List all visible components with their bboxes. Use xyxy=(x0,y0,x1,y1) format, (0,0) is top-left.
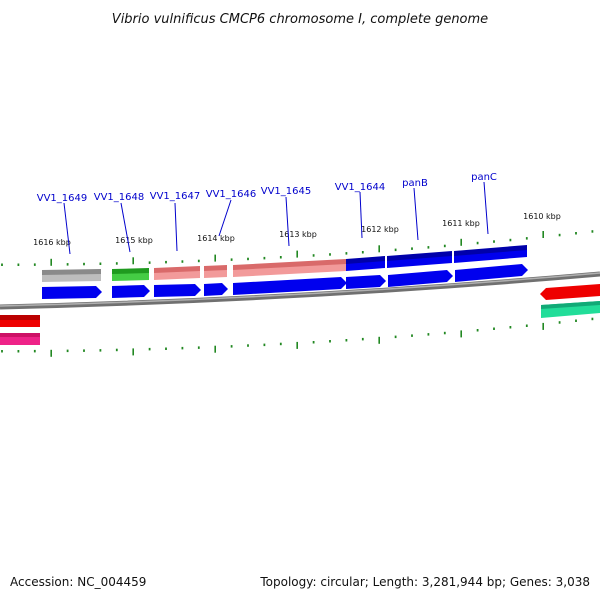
feature-vv1-1649-bottom[interactable] xyxy=(42,274,101,282)
gene-label-vv1-1644[interactable]: VV1_1644 xyxy=(335,182,386,193)
coordinate-labels: 1616 kbp 1615 kbp 1614 kbp 1613 kbp 1612… xyxy=(33,212,561,247)
tick-label-1611: 1611 kbp xyxy=(442,219,480,228)
gene-label-vv1-1645[interactable]: VV1_1645 xyxy=(261,186,312,197)
leader-vv1-1644 xyxy=(359,191,363,239)
gene-labels: VV1_1649 VV1_1648 VV1_1647 VV1_1646 VV1_… xyxy=(37,172,497,204)
inner-tick-ruler xyxy=(1,317,594,357)
chromosome-backbone xyxy=(0,271,600,310)
leader-vv1-1647 xyxy=(174,202,178,252)
tick-label-1612: 1612 kbp xyxy=(361,225,399,234)
feature-vv1-1644-bottom[interactable] xyxy=(346,261,385,271)
tick-label-1613: 1613 kbp xyxy=(279,230,317,239)
gene-label-vv1-1648[interactable]: VV1_1648 xyxy=(94,192,145,203)
cds-arrow-vv1-1645[interactable] xyxy=(233,277,347,295)
cds-arrow-panc[interactable] xyxy=(455,264,528,282)
feature-vv1-1645-bottom[interactable] xyxy=(233,264,346,277)
reverse-feature-red-right[interactable] xyxy=(540,284,600,300)
chromosome-backbone-highlight xyxy=(0,272,600,307)
cds-arrow-vv1-1648[interactable] xyxy=(112,285,150,298)
feature-panb-top[interactable] xyxy=(387,251,452,262)
feature-vv1-1645-top[interactable] xyxy=(233,259,346,271)
feature-panb-bottom[interactable] xyxy=(387,256,452,268)
tick-label-1615: 1615 kbp xyxy=(115,236,153,245)
gene-label-panc[interactable]: panC xyxy=(471,172,497,183)
leader-vv1-1648 xyxy=(120,202,131,253)
feature-vv1-1648-bottom[interactable] xyxy=(112,273,149,281)
topology-text: Topology: circular; Length: 3,281,944 bp… xyxy=(259,575,590,589)
gene-label-vv1-1649[interactable]: VV1_1649 xyxy=(37,193,88,204)
gene-label-vv1-1647[interactable]: VV1_1647 xyxy=(150,191,201,202)
gene-label-vv1-1646[interactable]: VV1_1646 xyxy=(206,189,257,200)
tick-label-1614: 1614 kbp xyxy=(197,234,235,243)
feature-vv1-1646-bottom[interactable] xyxy=(204,270,227,278)
tick-label-1610: 1610 kbp xyxy=(523,212,561,221)
map-title: Vibrio vulnificus CMCP6 chromosome I, co… xyxy=(112,12,488,27)
outer-tick-ruler xyxy=(1,230,594,266)
cds-arrow-vv1-1649[interactable] xyxy=(42,286,102,299)
cds-track-forward xyxy=(42,264,528,299)
cds-arrow-vv1-1647[interactable] xyxy=(154,284,201,297)
cds-arrow-vv1-1644[interactable] xyxy=(346,275,386,289)
feature-vv1-1647-bottom[interactable] xyxy=(154,271,200,280)
reverse-feature-green-right-shade xyxy=(541,301,600,309)
leader-vv1-1646 xyxy=(218,199,232,237)
leader-vv1-1649 xyxy=(63,202,71,255)
reverse-strand-track xyxy=(0,284,600,345)
feature-track xyxy=(42,245,527,282)
reverse-feature-red-left-shade xyxy=(0,315,40,320)
reverse-feature-magenta-left-shade xyxy=(0,333,40,337)
gene-label-panb[interactable]: panB xyxy=(402,178,428,189)
feature-panc-top[interactable] xyxy=(454,245,527,257)
leader-panb xyxy=(413,187,419,241)
accession-text: Accession: NC_004459 xyxy=(10,575,146,589)
leader-vv1-1645 xyxy=(285,196,290,247)
gene-label-leaders xyxy=(63,181,489,255)
cds-arrow-vv1-1646[interactable] xyxy=(204,283,228,296)
cds-arrow-panb[interactable] xyxy=(388,270,453,287)
feature-panc-bottom[interactable] xyxy=(454,250,527,263)
leader-panc xyxy=(483,181,489,235)
tick-label-1616: 1616 kbp xyxy=(33,238,71,247)
